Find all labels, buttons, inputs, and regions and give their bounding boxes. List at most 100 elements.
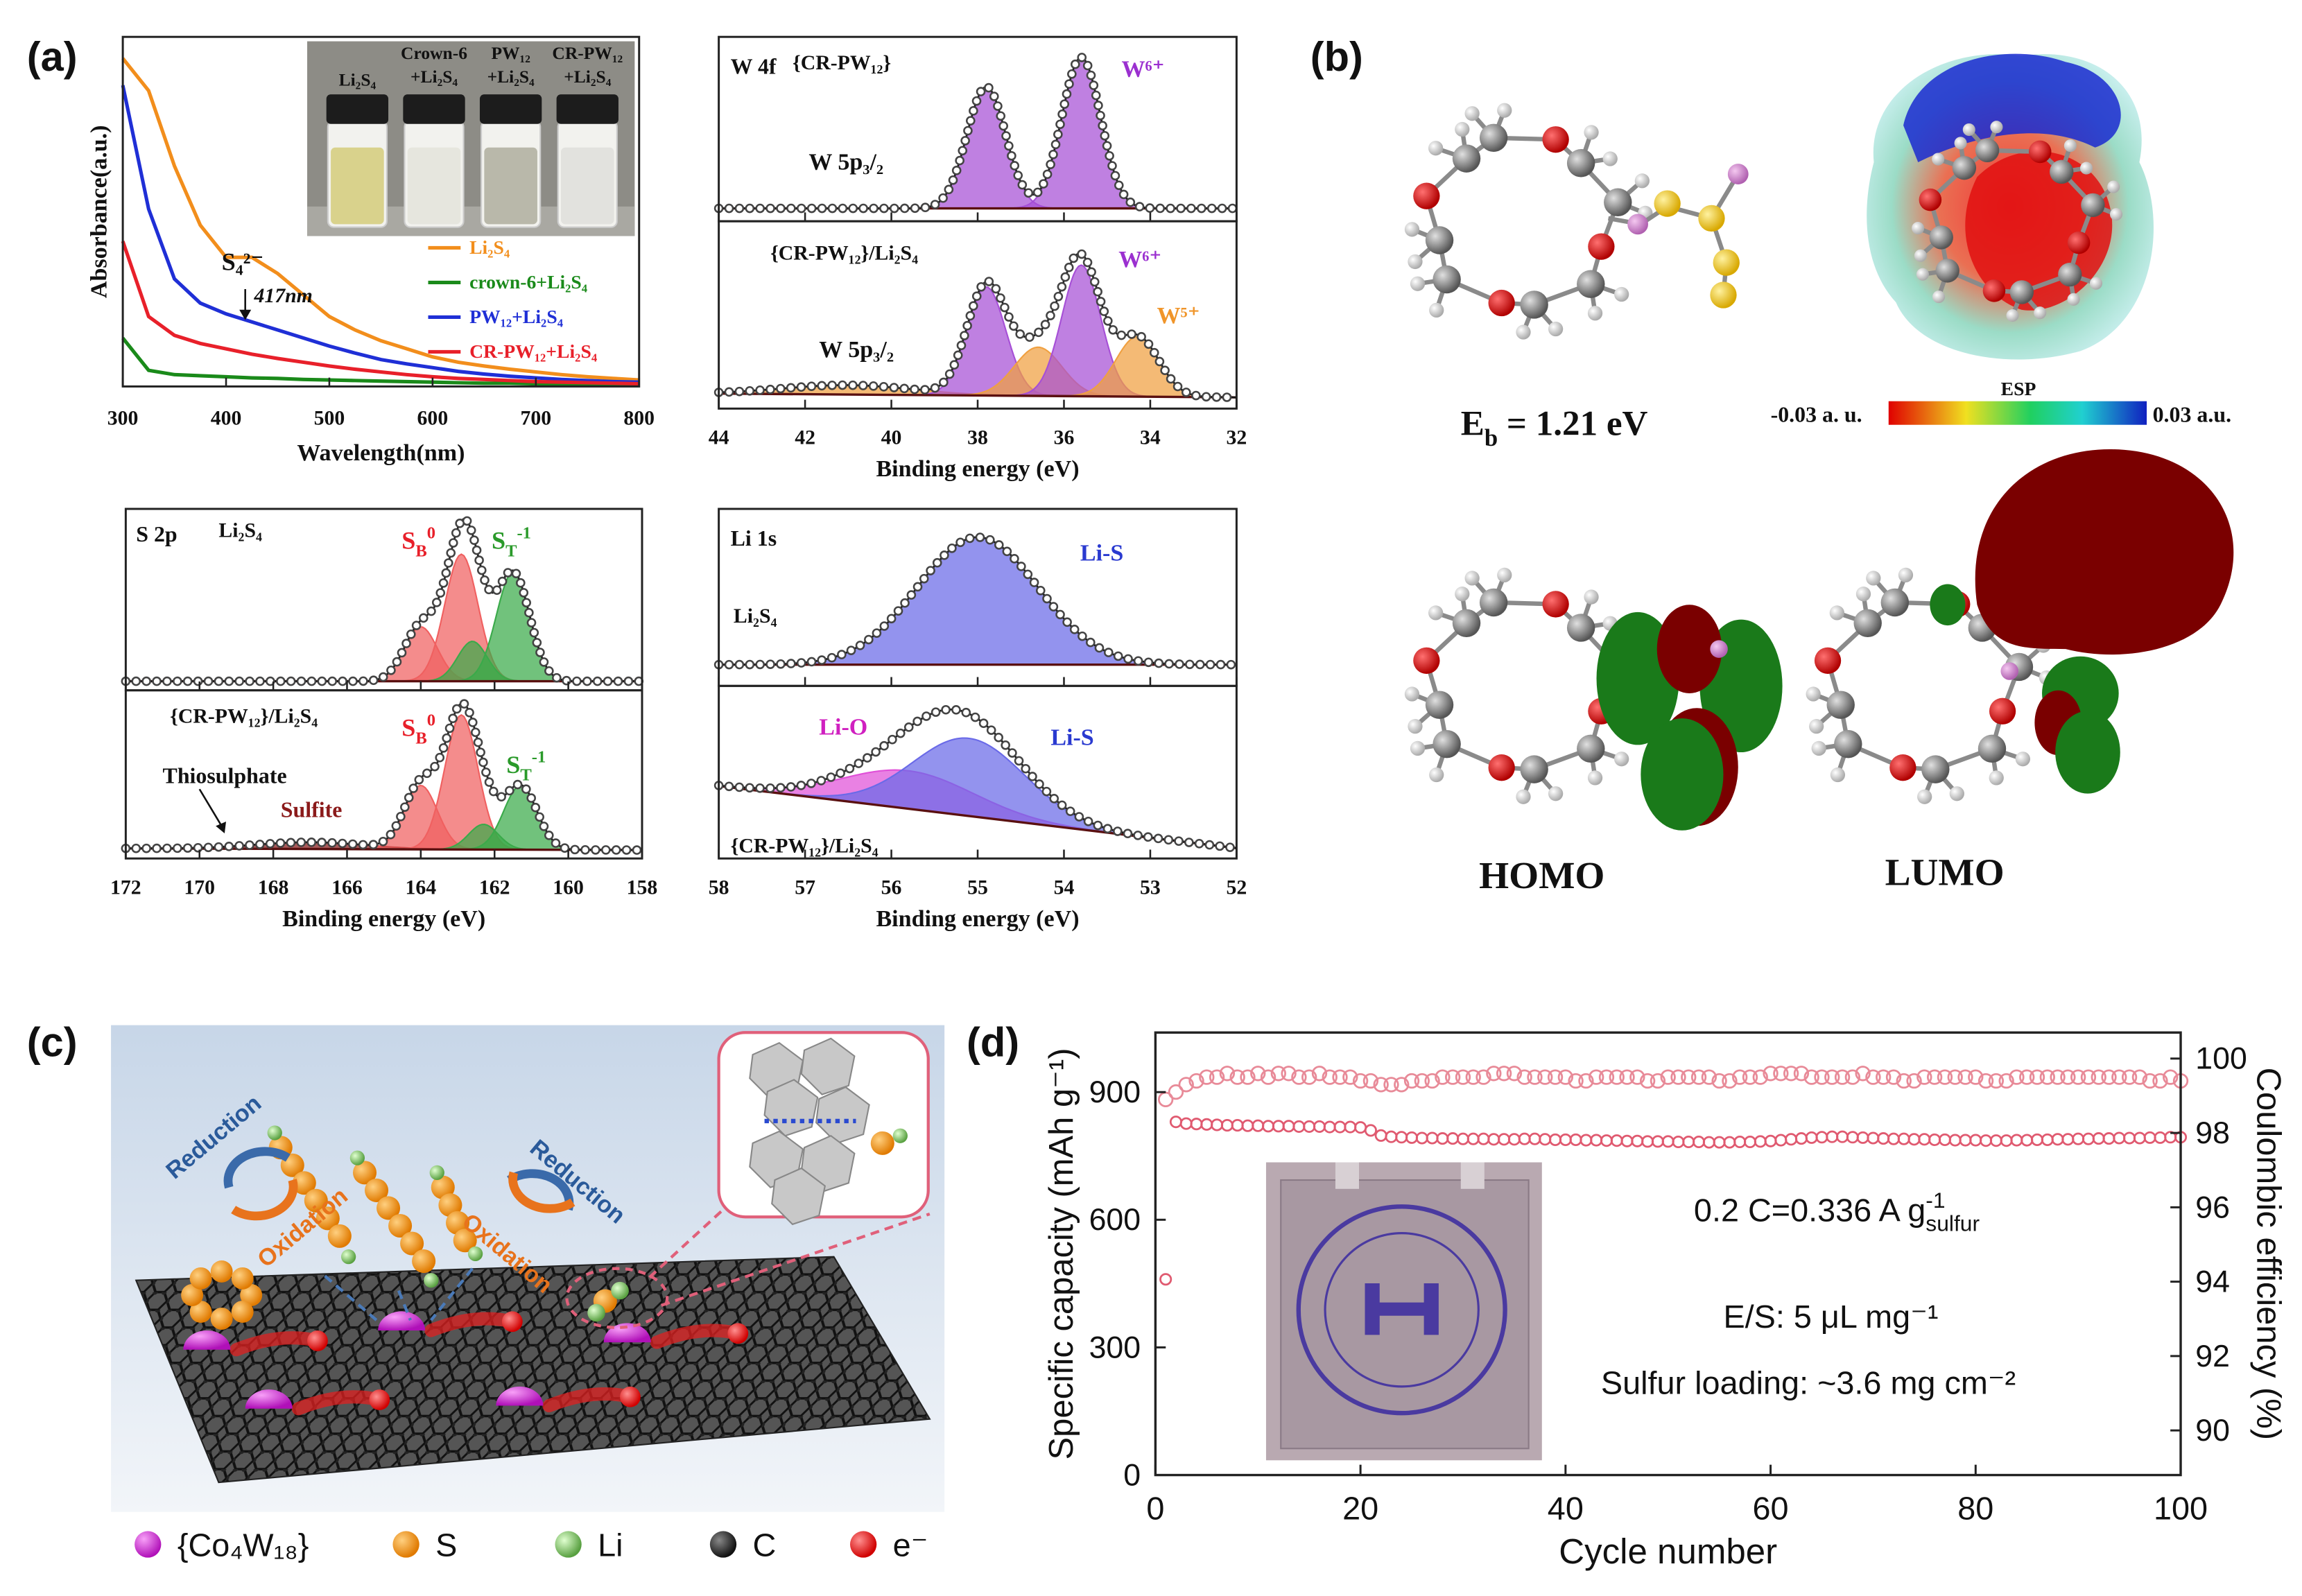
atom [1588,233,1615,260]
data-points-fill [716,534,1240,668]
atom [1464,106,1480,121]
efficiency-point [1803,1069,1819,1085]
electron [501,1311,523,1333]
label-part: B [415,729,426,747]
panel-label: (b) [1310,33,1363,80]
efficiency-point [1722,1073,1738,1089]
cycle-arrow [231,1179,298,1221]
efficiency-point [1188,1073,1204,1089]
efficiency-point [1229,1069,1245,1085]
atom [1516,324,1531,340]
esp-positive [1903,53,2121,163]
atom [2110,208,2123,221]
atom [1548,321,1564,337]
atom [1428,605,1444,621]
colorbar-min: -0.03 a. u. [1771,402,1862,426]
series-line [121,336,639,386]
label-arrow [198,788,223,827]
peak-label: W⁶⁺ [1118,247,1161,272]
sulfur-atom [353,1161,377,1185]
atom [1935,259,1959,283]
electron [620,1386,641,1407]
atom [1830,767,1846,783]
atom [1834,729,1862,758]
x-axis-label: Binding energy (eV) [282,906,485,932]
efficiency-point [1435,1069,1451,1085]
series-line [121,85,639,384]
dashed-arrow [430,1267,474,1321]
atom [1634,173,1650,189]
atom [1488,289,1515,317]
capacity-point [1364,1124,1377,1137]
atom [1989,770,2004,786]
atom [1520,755,1548,783]
legend-swatch [555,1531,582,1558]
atom [1853,609,1882,637]
x-tick-label: 34 [1140,426,1161,449]
efficiency-point [1937,1069,1953,1085]
atom [1932,290,1946,304]
sulfur-atom [388,1213,413,1238]
atom [1429,302,1444,318]
legend-label: Li₂S₄ [469,236,510,258]
x-tick-label: 20 [1342,1490,1378,1526]
x-tick-label: 36 [1054,426,1075,449]
orbital-lobe [1930,584,1966,626]
atom [2034,306,2047,320]
x-tick-label: 158 [627,876,658,899]
atom [1464,571,1480,586]
vial-liquid [407,147,461,225]
efficiency-point [1486,1066,1502,1082]
legend-swatch [709,1531,737,1558]
efficiency-point [1547,1069,1564,1085]
efficiency-point [2101,1069,2117,1085]
y-tick-label: 300 [1089,1330,1141,1364]
efficiency-point [1414,1073,1430,1089]
efficiency-point [1690,1069,1707,1085]
legend-label: crown-6+Li₂S₄ [469,271,588,293]
atom [1577,734,1605,763]
zoom-line [660,1212,931,1307]
x-tick-label: 600 [417,407,449,430]
efficiency-point [2163,1069,2179,1085]
cluster-dome [183,1330,231,1350]
atom [2067,293,2080,306]
legend-swatch [849,1531,877,1558]
efficiency-point [1403,1073,1420,1089]
peak-label: ST-1 [506,748,546,785]
efficiency-point [1844,1069,1861,1085]
label-part: 0.2 C=0.336 A g [1694,1192,1925,1229]
efficiency-point [2091,1069,2106,1085]
vial-liquid [331,147,384,225]
label-part: S [506,751,520,779]
atom [1566,149,1595,177]
x-tick-label: 168 [258,876,289,899]
vial-liquid [560,147,614,225]
atom [1455,587,1470,602]
efficiency-point [1209,1069,1225,1085]
legend-label: CR-PW₁₂+Li₂S₄ [469,340,598,362]
efficiency-point [1763,1066,1779,1082]
peak-label: {CR-PW₁₂}/Li₂S₄ [170,704,318,727]
peak-label: W 4f [731,54,777,78]
atom [2089,277,2103,290]
label-part: -1 [1925,1188,1945,1213]
peak-label: W 5p₃/₂ [808,150,883,175]
peak-label: SB0 [401,711,435,747]
sulfur-atom [365,1178,389,1202]
atom [1587,770,1603,786]
efficiency-point [1855,1066,1871,1082]
atom [1425,226,1454,254]
legend-label: e⁻ [893,1527,928,1563]
sulfur-atom [870,1131,894,1155]
atom [2079,162,2093,175]
atom [1516,789,1531,804]
atom [1713,249,1740,276]
peak-label: Thiosulphate [163,764,287,788]
efficiency-point [1568,1073,1584,1089]
x-tick-label: 38 [967,426,988,449]
efficiency-point [1609,1069,1625,1085]
efficiency-point [1834,1069,1851,1085]
electron [307,1330,328,1351]
